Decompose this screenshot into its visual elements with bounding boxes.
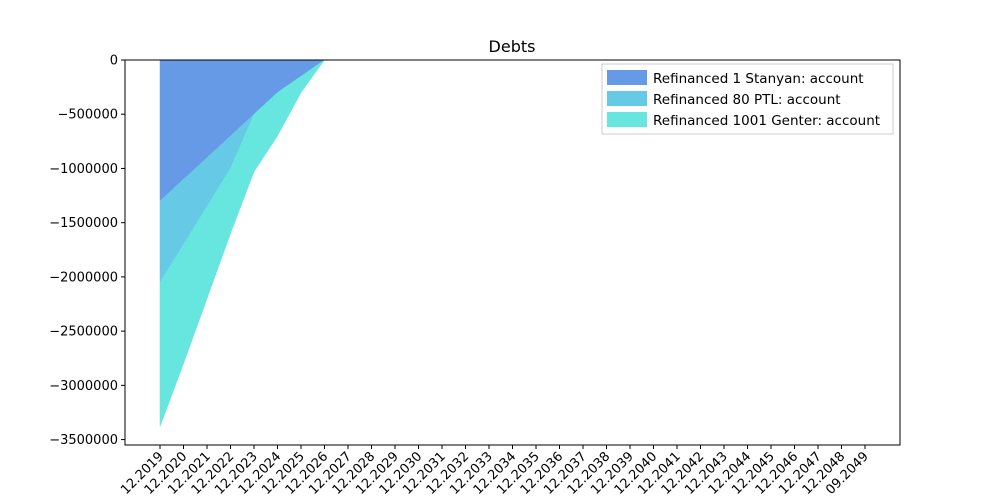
area-layer	[159, 59, 348, 427]
y-tick-label: 0	[110, 54, 118, 69]
y-tick-label: −2000000	[49, 270, 118, 285]
legend-label-ptl: Refinanced 80 PTL: account	[653, 92, 841, 108]
legend-swatch-stanyan	[607, 70, 647, 85]
y-tick-label: −1500000	[49, 216, 118, 231]
legend-box	[601, 63, 894, 135]
y-tick-label: −3000000	[49, 379, 118, 394]
legend-swatch-ptl	[607, 91, 647, 106]
y-tick-label: −500000	[57, 108, 118, 123]
y-tick-label: −1000000	[49, 162, 118, 177]
chart-title: Debts	[489, 37, 536, 56]
x-axis: 12.201912.202012.202112.202212.202312.20…	[118, 445, 872, 498]
legend-swatch-genter	[607, 112, 647, 127]
legend-label-stanyan: Refinanced 1 Stanyan: account	[653, 71, 864, 87]
legend: Refinanced 1 Stanyan: account Refinanced…	[601, 63, 894, 135]
y-axis: 0 −500000 −1000000 −1500000 −2000000 −2500000…	[49, 54, 125, 448]
y-tick-label: −3500000	[49, 433, 118, 448]
legend-label-genter: Refinanced 1001 Genter: account	[653, 113, 880, 129]
y-tick-label: −2500000	[49, 325, 118, 340]
